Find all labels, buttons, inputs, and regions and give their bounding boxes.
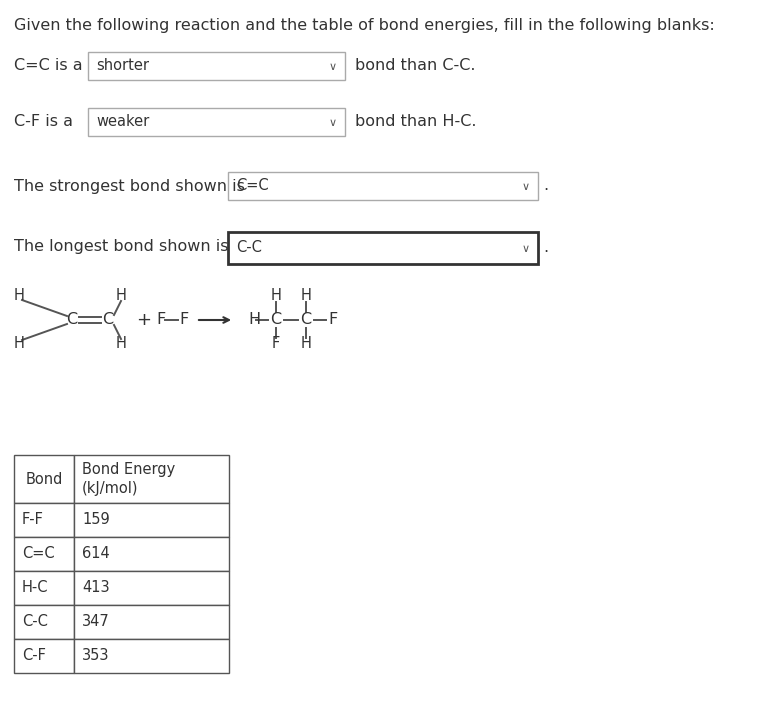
Text: .: . bbox=[543, 178, 548, 193]
Bar bbox=[14, 503, 74, 537]
Bar bbox=[88, 52, 345, 80]
Text: F: F bbox=[272, 336, 280, 351]
Text: shorter: shorter bbox=[96, 58, 149, 73]
Bar bbox=[14, 605, 74, 639]
Text: H: H bbox=[116, 289, 126, 304]
Text: H: H bbox=[300, 336, 311, 351]
Text: H: H bbox=[14, 289, 25, 304]
Text: C: C bbox=[271, 313, 282, 328]
Text: C: C bbox=[102, 313, 113, 328]
Bar bbox=[74, 639, 229, 673]
Text: H-C: H-C bbox=[22, 580, 48, 596]
Text: 347: 347 bbox=[82, 614, 109, 629]
Text: Bond: Bond bbox=[26, 471, 63, 486]
Bar bbox=[14, 537, 74, 571]
Text: C=C is a: C=C is a bbox=[14, 58, 82, 73]
Text: F: F bbox=[179, 313, 189, 328]
Bar bbox=[74, 455, 229, 503]
Bar bbox=[228, 172, 538, 200]
Text: 159: 159 bbox=[82, 513, 109, 528]
Text: +: + bbox=[136, 311, 151, 329]
Bar bbox=[74, 503, 229, 537]
Text: bond than C-C.: bond than C-C. bbox=[355, 58, 476, 73]
Text: C-F is a: C-F is a bbox=[14, 114, 73, 129]
Text: bond than H-C.: bond than H-C. bbox=[355, 114, 476, 129]
Text: Bond Energy
(kJ/mol): Bond Energy (kJ/mol) bbox=[82, 462, 175, 496]
Text: The longest bond shown is: The longest bond shown is bbox=[14, 238, 228, 254]
Text: C-C: C-C bbox=[22, 614, 48, 629]
Text: 413: 413 bbox=[82, 580, 109, 596]
Text: The strongest bond shown is: The strongest bond shown is bbox=[14, 178, 245, 193]
Text: H: H bbox=[300, 289, 311, 304]
Text: 614: 614 bbox=[82, 547, 109, 562]
Bar bbox=[14, 455, 74, 503]
Text: C-F: C-F bbox=[22, 648, 46, 663]
Text: Given the following reaction and the table of bond energies, fill in the followi: Given the following reaction and the tab… bbox=[14, 18, 715, 33]
Bar bbox=[88, 108, 345, 136]
Bar bbox=[74, 571, 229, 605]
Text: F: F bbox=[156, 313, 165, 328]
Text: ∨: ∨ bbox=[329, 118, 337, 128]
Text: H: H bbox=[248, 313, 260, 328]
Text: C-C: C-C bbox=[236, 240, 262, 255]
Text: H: H bbox=[116, 336, 126, 351]
Text: weaker: weaker bbox=[96, 114, 149, 129]
Text: ∨: ∨ bbox=[522, 182, 530, 192]
Bar bbox=[14, 571, 74, 605]
Text: H: H bbox=[14, 336, 25, 351]
Bar bbox=[74, 537, 229, 571]
Text: ∨: ∨ bbox=[329, 62, 337, 72]
Text: C: C bbox=[67, 313, 78, 328]
Bar bbox=[228, 232, 538, 264]
Text: ∨: ∨ bbox=[522, 244, 530, 254]
Bar bbox=[14, 639, 74, 673]
Text: .: . bbox=[543, 240, 548, 255]
Text: C=C: C=C bbox=[22, 547, 54, 562]
Text: 353: 353 bbox=[82, 648, 109, 663]
Text: C: C bbox=[300, 313, 311, 328]
Text: F: F bbox=[328, 313, 338, 328]
Text: F-F: F-F bbox=[22, 513, 44, 528]
Text: H: H bbox=[271, 289, 282, 304]
Text: C=C: C=C bbox=[236, 178, 268, 193]
Bar bbox=[74, 605, 229, 639]
